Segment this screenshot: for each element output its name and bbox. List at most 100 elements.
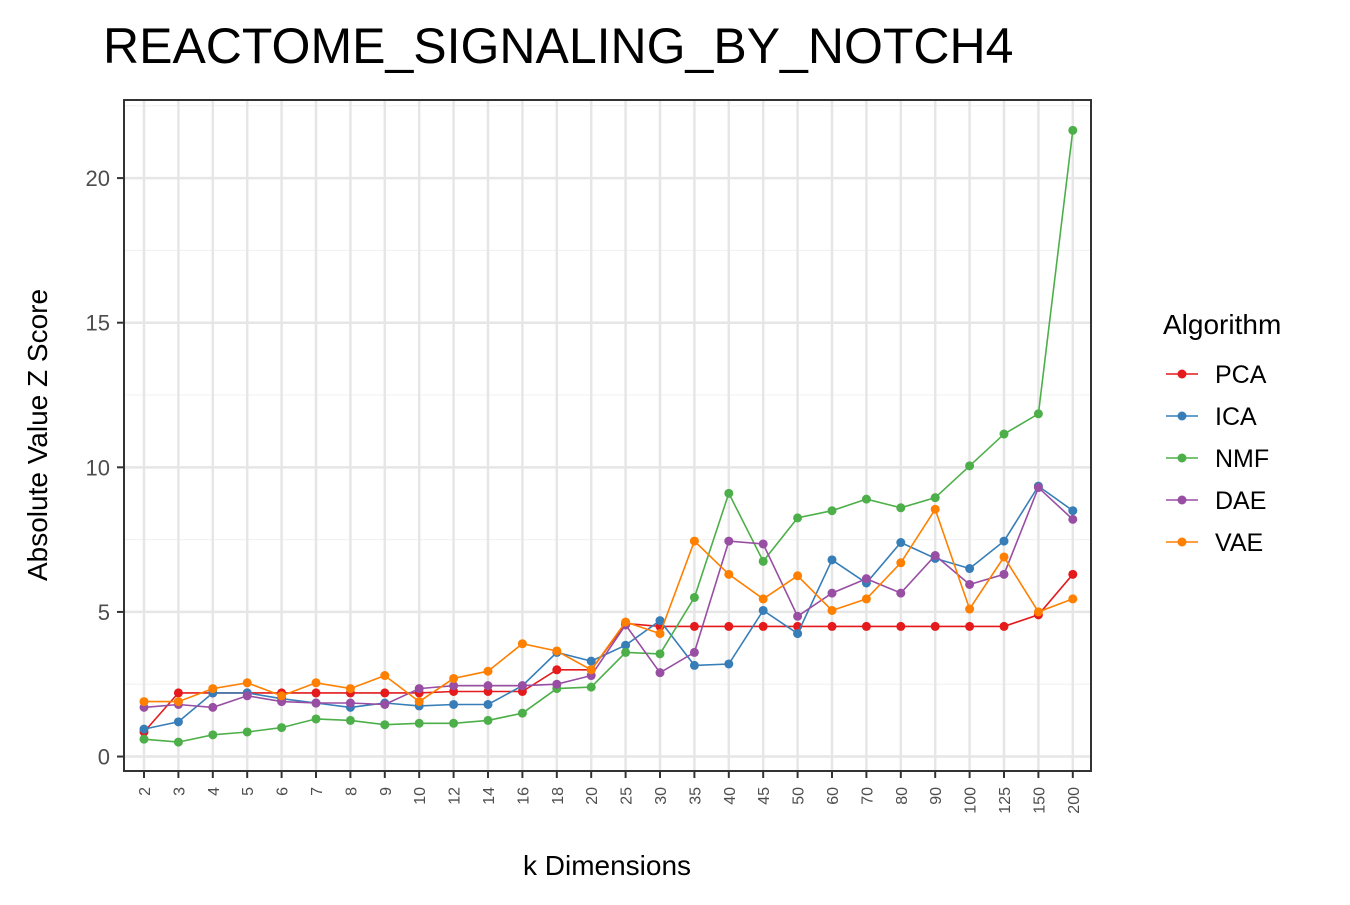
data-point (1068, 514, 1078, 524)
legend-key-point (1177, 495, 1187, 505)
data-point (483, 681, 493, 691)
data-point (414, 718, 424, 728)
x-tick-label: 60 (825, 787, 842, 805)
data-point (517, 681, 527, 691)
data-point (689, 647, 699, 657)
legend-key-point (1177, 537, 1187, 547)
data-point (758, 605, 768, 615)
data-point (930, 551, 940, 561)
y-tick-label: 5 (98, 600, 110, 625)
chart-title: REACTOME_SIGNALING_BY_NOTCH4 (103, 18, 1013, 74)
y-tick-label: 20 (86, 166, 110, 191)
data-point (208, 684, 218, 694)
data-point (345, 715, 355, 725)
data-point (173, 737, 183, 747)
data-point (793, 629, 803, 639)
series-nmf (139, 125, 1078, 747)
data-point (242, 691, 252, 701)
data-point (311, 678, 321, 688)
x-tick-label: 6 (275, 787, 292, 796)
data-point (345, 684, 355, 694)
legend-entry: VAE (1166, 529, 1263, 557)
y-axis-label: Absolute Value Z Score (22, 289, 53, 581)
data-point (758, 539, 768, 549)
data-point (655, 668, 665, 678)
data-point (552, 665, 562, 675)
data-point (724, 569, 734, 579)
data-point (173, 697, 183, 707)
data-point (861, 494, 871, 504)
series-line (143, 484, 1074, 730)
data-point (277, 723, 287, 733)
legend-key-point (1177, 411, 1187, 421)
x-tick-label: 200 (1066, 787, 1083, 814)
data-point (414, 697, 424, 707)
data-point (1068, 506, 1078, 516)
x-tick-label: 50 (791, 787, 808, 805)
legend-label: PCA (1215, 361, 1267, 389)
x-tick-label: 18 (550, 787, 567, 805)
legend-label: VAE (1215, 529, 1263, 557)
data-point (724, 659, 734, 669)
data-point (552, 679, 562, 689)
x-tick-label: 5 (240, 787, 257, 796)
x-tick-label: 30 (653, 787, 670, 805)
legend-key-point (1177, 453, 1187, 463)
data-point (621, 647, 631, 657)
data-point (689, 621, 699, 631)
x-tick-label: 7 (309, 787, 326, 796)
data-point (758, 594, 768, 604)
data-point (896, 588, 906, 598)
data-point (380, 671, 390, 681)
data-point (552, 646, 562, 656)
data-point (724, 621, 734, 631)
data-point (896, 503, 906, 513)
series-dae (139, 483, 1078, 712)
data-point (311, 698, 321, 708)
series (139, 125, 1078, 747)
x-tick-label: 80 (894, 787, 911, 805)
data-point (345, 698, 355, 708)
data-point (724, 488, 734, 498)
data-point (930, 493, 940, 503)
x-tick-label: 4 (206, 787, 223, 796)
x-tick-label: 125 (997, 787, 1014, 814)
legend-key-point (1177, 369, 1187, 379)
legend-entry: PCA (1166, 361, 1267, 389)
x-axis-label: k Dimensions (523, 850, 691, 881)
data-point (827, 555, 837, 565)
data-point (999, 569, 1009, 579)
data-point (380, 720, 390, 730)
data-point (965, 579, 975, 589)
data-point (139, 697, 149, 707)
x-tick-label: 45 (756, 787, 773, 805)
data-point (586, 656, 596, 666)
data-point (414, 684, 424, 694)
data-point (930, 504, 940, 514)
x-tick-label: 40 (722, 787, 739, 805)
data-point (896, 538, 906, 548)
data-point (793, 513, 803, 523)
data-point (861, 574, 871, 584)
data-point (965, 621, 975, 631)
data-point (965, 461, 975, 471)
data-point (621, 640, 631, 650)
data-point (208, 702, 218, 712)
data-point (999, 552, 1009, 562)
data-point (517, 708, 527, 718)
data-point (517, 639, 527, 649)
data-point (827, 588, 837, 598)
data-point (827, 621, 837, 631)
series-line (143, 130, 1074, 743)
data-point (483, 666, 493, 676)
y-tick-label: 15 (86, 311, 110, 336)
data-point (242, 678, 252, 688)
data-point (311, 714, 321, 724)
x-tick-label: 14 (481, 787, 498, 805)
data-point (655, 649, 665, 659)
x-tick-label: 90 (928, 787, 945, 805)
data-point (173, 717, 183, 727)
data-point (999, 621, 1009, 631)
legend-label: NMF (1215, 445, 1269, 473)
y-tick-label: 0 (98, 745, 110, 770)
